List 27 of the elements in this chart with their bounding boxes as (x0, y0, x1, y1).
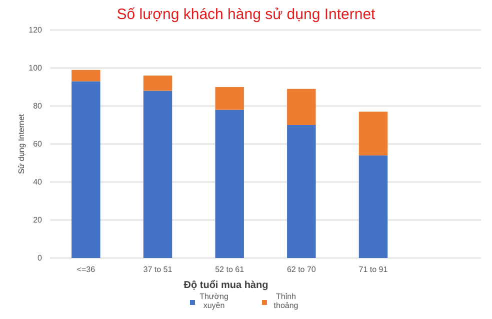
bar (143, 76, 172, 91)
bar (358, 112, 388, 156)
x-tick-label: 62 to 70 (286, 265, 316, 274)
bar (358, 155, 388, 258)
bar (72, 81, 100, 258)
bar (287, 125, 316, 258)
x-tick-label: 37 to 51 (143, 265, 173, 274)
y-axis-title: Sử dụng Internet (17, 113, 26, 174)
bar (215, 87, 244, 110)
bar (72, 70, 100, 82)
bar (287, 88, 316, 125)
x-tick-label: 52 to 61 (215, 265, 245, 274)
x-tick-label: 71 to 91 (358, 265, 388, 274)
y-tick-label: 120 (28, 26, 43, 35)
bar (143, 90, 172, 258)
legend-label: Thỉnh thoảng (274, 292, 298, 310)
bar (215, 110, 244, 258)
x-tick-label: <=36 (76, 265, 96, 274)
y-tick-label: 80 (33, 102, 43, 111)
x-axis-title: Độ tuổi mua hàng (184, 279, 268, 291)
y-tick-label: 0 (38, 254, 43, 263)
y-tick-label: 20 (33, 216, 43, 225)
y-tick-label: 60 (33, 140, 43, 149)
chart-title: Số lượng khách hàng sử dụng Internet (116, 6, 376, 23)
y-tick-label: 100 (28, 64, 43, 73)
legend-label: Thường xuyên (200, 292, 228, 310)
y-tick-label: 40 (33, 178, 43, 187)
